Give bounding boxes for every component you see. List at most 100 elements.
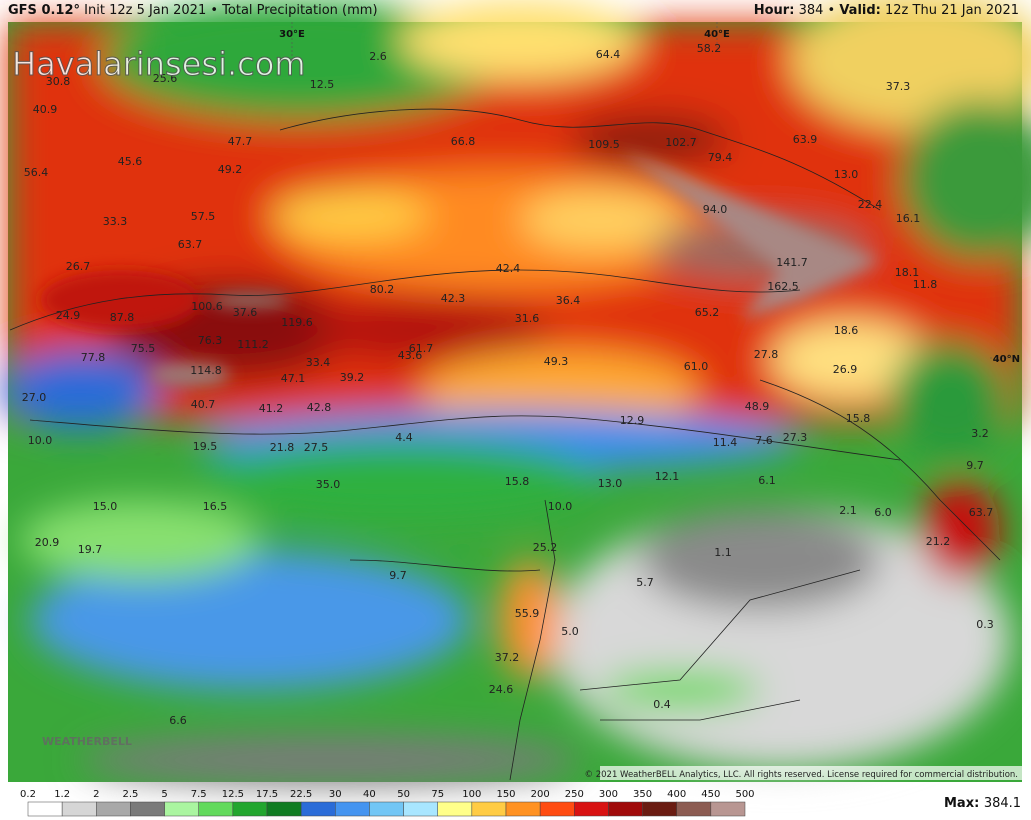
map-value: 80.2	[370, 283, 395, 296]
legend-label: 12.5	[222, 789, 244, 800]
map-value: 9.7	[389, 569, 407, 582]
map-value: 13.0	[834, 168, 859, 181]
map-value: 7.6	[755, 434, 773, 447]
map-value: 5.0	[561, 625, 579, 638]
map-value: 42.8	[307, 401, 332, 414]
map-value: 141.7	[776, 256, 808, 269]
map-value: 22.4	[858, 198, 883, 211]
precip-detail	[40, 150, 880, 387]
max-value: 384.1	[984, 796, 1021, 811]
borders	[9, 108, 1001, 781]
map-value: 9.7	[966, 459, 984, 472]
map-value: 58.2	[697, 42, 722, 55]
map-value: 5.7	[636, 576, 654, 589]
legend-swatch	[642, 801, 677, 817]
map-value: 2.1	[839, 504, 857, 517]
legend-swatch	[710, 801, 746, 817]
header-left: GFS 0.12° Init 12z 5 Jan 2021 • Total Pr…	[8, 3, 378, 18]
map-value: 119.6	[281, 316, 313, 329]
legend-swatch	[96, 801, 131, 817]
map-value: 10.0	[548, 500, 573, 513]
map-value: 10.0	[28, 434, 53, 447]
legend-swatch	[198, 801, 234, 817]
map-value: 43.6	[398, 349, 423, 362]
legend-label: 500	[735, 789, 754, 800]
grid-label: 40°E	[704, 29, 730, 40]
valid: 12z Thu 21 Jan 2021	[885, 3, 1019, 18]
map-value: 12.1	[655, 470, 680, 483]
map-value: 26.7	[66, 260, 91, 273]
legend-label: 450	[701, 789, 720, 800]
init: Init 12z 5 Jan 2021	[84, 3, 207, 18]
copyright: © 2021 WeatherBELL Analytics, LLC. All r…	[585, 770, 1018, 780]
map-value: 94.0	[703, 203, 728, 216]
color-legend: 0.2 1.2 2 2.5 5 7.5 12.5 17.5 22.5 30 40 50 75 100 150…	[20, 789, 755, 817]
logo: WEATHERBELL	[42, 735, 132, 748]
map-value: 33.4	[306, 356, 331, 369]
legend-label: 5	[161, 789, 167, 800]
hour-label: Hour:	[753, 3, 795, 18]
map-value: 27.3	[783, 431, 808, 444]
legend-label: 30	[329, 789, 342, 800]
legend-label: 40	[363, 789, 376, 800]
legend-swatch	[608, 801, 643, 817]
map-value: 35.0	[316, 478, 341, 491]
map-value: 16.5	[203, 500, 228, 513]
legend-label: 22.5	[290, 789, 312, 800]
legend-swatch	[266, 801, 302, 817]
map-value: 15.8	[505, 475, 530, 488]
legend-swatch	[335, 801, 370, 817]
map-value: 39.2	[340, 371, 365, 384]
map-value: 6.1	[758, 474, 776, 487]
legend-swatch	[232, 801, 268, 817]
map-value: 47.7	[228, 135, 253, 148]
map-value: 15.8	[846, 412, 871, 425]
model: GFS 0.12°	[8, 3, 81, 18]
map-value: 40.7	[191, 398, 216, 411]
map-value: 33.3	[103, 215, 128, 228]
map-value: 16.1	[896, 212, 921, 225]
map-value: 63.7	[969, 506, 994, 519]
map-value: 111.2	[237, 338, 269, 351]
legend-swatch	[574, 801, 609, 817]
map-value: 6.6	[169, 714, 187, 727]
copyright-bg	[600, 766, 1022, 780]
grid-label: 40°N	[993, 354, 1020, 365]
map-value: 36.4	[556, 294, 581, 307]
legend-label: 75	[431, 789, 444, 800]
map-value: 21.8	[270, 441, 295, 454]
legend-swatch	[61, 801, 97, 817]
map-value: 27.5	[304, 441, 329, 454]
map-value: 27.8	[754, 348, 779, 361]
legend-swatch	[403, 801, 438, 817]
map-value: 12.5	[310, 78, 335, 91]
map-value: 66.8	[451, 135, 476, 148]
map-value: 37.6	[233, 306, 258, 319]
map-value: 3.2	[971, 427, 989, 440]
map-value: 56.4	[24, 166, 49, 179]
map-value: 12.9	[620, 414, 645, 427]
map-value: 0.4	[653, 698, 671, 711]
legend-label: 2.5	[122, 789, 138, 800]
map-value: 49.3	[544, 355, 569, 368]
map-value: 75.5	[131, 342, 156, 355]
map-value: 13.0	[598, 477, 623, 490]
legend-label: 200	[531, 789, 550, 800]
precip-field	[0, 0, 1031, 785]
legend-swatch	[27, 801, 63, 817]
map-value: 87.8	[110, 311, 135, 324]
map-value: 100.6	[191, 300, 223, 313]
map-value: 79.4	[708, 151, 733, 164]
map-value: 18.1	[895, 266, 920, 279]
map-value: 77.8	[81, 351, 106, 364]
map-value: 64.4	[596, 48, 621, 61]
legend-swatch	[369, 801, 404, 817]
map-value: 2.6	[369, 50, 387, 63]
map-value: 4.4	[395, 431, 413, 444]
legend-swatch	[300, 801, 336, 817]
legend-label: 1.2	[54, 789, 70, 800]
map-value: 26.9	[833, 363, 858, 376]
product: Total Precipitation (mm)	[222, 3, 378, 18]
map-value: 37.2	[495, 651, 520, 664]
